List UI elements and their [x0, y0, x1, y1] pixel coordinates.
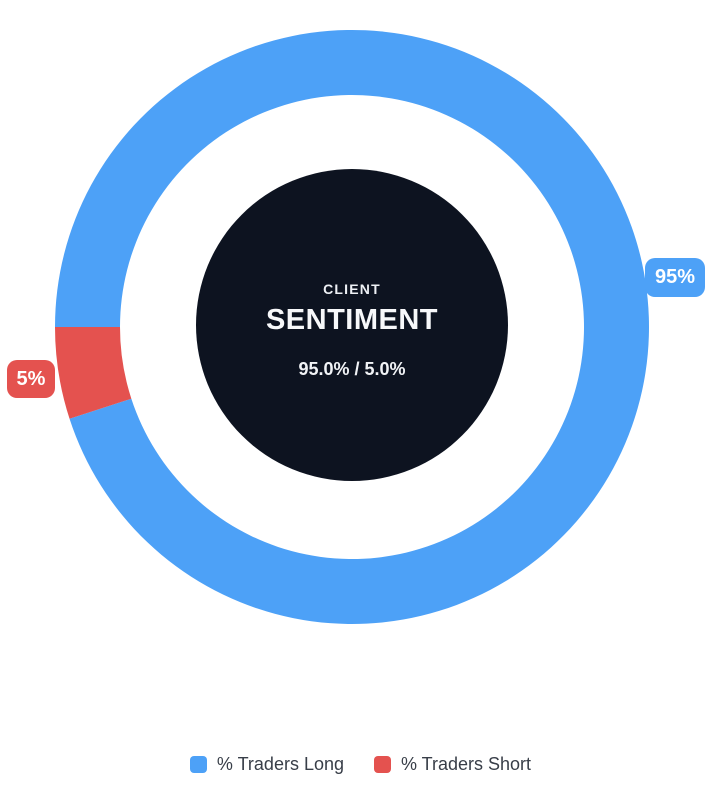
- donut-segment-traders-short[interactable]: [55, 327, 132, 419]
- short-percentage-badge: 5%: [7, 360, 55, 398]
- sentiment-donut-chart: [55, 29, 649, 624]
- center-disc: [196, 169, 508, 481]
- legend-label-traders-long: % Traders Long: [216, 754, 344, 774]
- chart-legend: % Traders Long % Traders Short: [0, 754, 721, 775]
- legend-swatch-short-icon: [374, 756, 391, 773]
- center-kicker-label: CLIENT: [323, 281, 381, 297]
- center-title-label: SENTIMENT: [265, 304, 439, 336]
- legend-item-traders-long[interactable]: % Traders Long: [189, 754, 344, 775]
- legend-item-traders-short[interactable]: % Traders Short: [374, 754, 531, 775]
- legend-swatch-long-icon: [189, 756, 207, 773]
- legend-label-traders-short: % Traders Short: [401, 754, 532, 774]
- long-percentage-badge: 95%: [645, 258, 705, 297]
- center-values-label: 95.0% / 5.0%: [298, 359, 406, 379]
